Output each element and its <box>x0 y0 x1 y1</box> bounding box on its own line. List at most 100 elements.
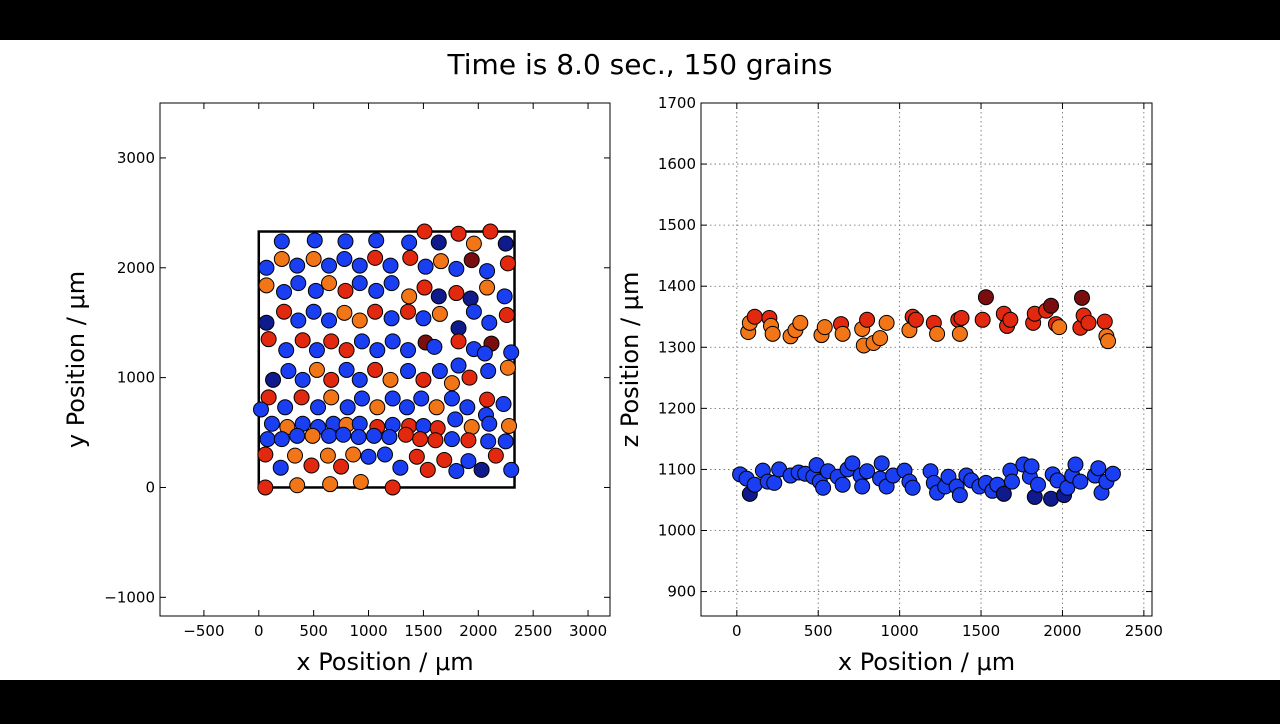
grain-point <box>294 332 311 349</box>
grain-point <box>351 415 368 432</box>
grain-point <box>1080 314 1097 331</box>
grain-point <box>859 311 876 328</box>
grain-point <box>496 288 513 305</box>
grain-point <box>321 312 338 329</box>
grain-point <box>460 453 477 470</box>
grain-point <box>447 411 464 428</box>
grain-point <box>431 305 448 322</box>
figure-background <box>0 40 1280 680</box>
figure-title: Time is 8.0 sec., 150 grains <box>447 48 833 81</box>
x-tick-label: 1500 <box>404 622 442 640</box>
grain-point <box>1104 465 1121 482</box>
grain-point <box>303 457 320 474</box>
grain-point <box>308 342 325 359</box>
grain-point <box>321 427 338 444</box>
grain-point <box>398 399 415 416</box>
x-tick-label: 2500 <box>1125 622 1163 640</box>
y-tick-label: 1100 <box>658 460 696 478</box>
grain-point <box>273 250 290 267</box>
grain-point <box>383 310 400 327</box>
grain-point <box>319 447 336 464</box>
grain-point <box>1090 460 1107 477</box>
grain-point <box>443 390 460 407</box>
grain-point <box>382 371 399 388</box>
grain-point <box>465 303 482 320</box>
x-tick-label: 2500 <box>514 622 552 640</box>
grain-point <box>337 233 354 250</box>
grain-point <box>339 399 356 416</box>
grain-point <box>252 401 269 418</box>
grain-point <box>322 476 339 493</box>
grain-point <box>1073 289 1090 306</box>
grain-point <box>479 263 496 280</box>
grain-point <box>400 303 417 320</box>
grain-point <box>351 312 368 329</box>
grain-point <box>352 473 369 490</box>
x-tick-label: 500 <box>299 622 328 640</box>
grain-point <box>273 431 290 448</box>
grain-point <box>293 389 310 406</box>
grain-point <box>430 234 447 251</box>
grain-point <box>746 476 763 493</box>
grain-point <box>497 433 514 450</box>
grain-point <box>1051 319 1068 336</box>
grain-point <box>834 476 851 493</box>
y-tick-label: 3000 <box>117 149 155 167</box>
grain-point <box>367 303 384 320</box>
grain-point <box>1003 473 1020 490</box>
grain-point <box>844 455 861 472</box>
y-tick-label: 1600 <box>658 155 696 173</box>
grain-point <box>480 433 497 450</box>
grain-point <box>305 303 322 320</box>
grain-point <box>476 345 493 362</box>
grain-point <box>428 399 445 416</box>
grain-point <box>463 419 480 436</box>
axes-frame <box>159 102 611 617</box>
grain-point <box>336 304 353 321</box>
grain-point <box>277 399 294 416</box>
grain-point <box>351 257 368 274</box>
grain-point <box>1072 473 1089 490</box>
grain-point <box>382 257 399 274</box>
x-tick-label: 1000 <box>881 622 919 640</box>
grain-point <box>1096 313 1113 330</box>
grain-point <box>397 426 414 443</box>
grain-point <box>265 371 282 388</box>
grain-point <box>450 333 467 350</box>
grain-point <box>764 325 781 342</box>
x-tick-label: 0 <box>732 622 742 640</box>
grain-point <box>1100 333 1117 350</box>
grain-point <box>415 371 432 388</box>
grain-point <box>854 478 871 495</box>
grain-point <box>432 253 449 270</box>
grain-point <box>321 257 338 274</box>
grain-point <box>400 363 417 380</box>
grain-point <box>462 290 479 307</box>
grain-point <box>273 233 290 250</box>
x-tick-label: −500 <box>183 622 224 640</box>
grain-point <box>289 477 306 494</box>
grain-point <box>408 448 425 465</box>
grain-point <box>951 325 968 342</box>
grain-point <box>977 289 994 306</box>
grain-point <box>360 448 377 465</box>
grain-point <box>260 389 277 406</box>
grain-point <box>369 342 386 359</box>
grain-point <box>350 428 367 445</box>
y-tick-label: 0 <box>145 478 155 496</box>
y-tick-label: 900 <box>667 583 696 601</box>
grain-point <box>333 458 350 475</box>
grain-point <box>259 431 276 448</box>
grain-point <box>258 314 275 331</box>
x-tick-label: 2000 <box>1043 622 1081 640</box>
grain-point <box>412 431 429 448</box>
grain-point <box>995 485 1012 502</box>
grain-point <box>419 461 436 478</box>
grain-point <box>503 461 520 478</box>
grain-point <box>834 325 851 342</box>
grain-point <box>383 275 400 292</box>
grain-point <box>953 309 970 326</box>
x-tick-label: 1500 <box>962 622 1000 640</box>
grain-point <box>323 389 340 406</box>
grain-point <box>766 474 783 491</box>
